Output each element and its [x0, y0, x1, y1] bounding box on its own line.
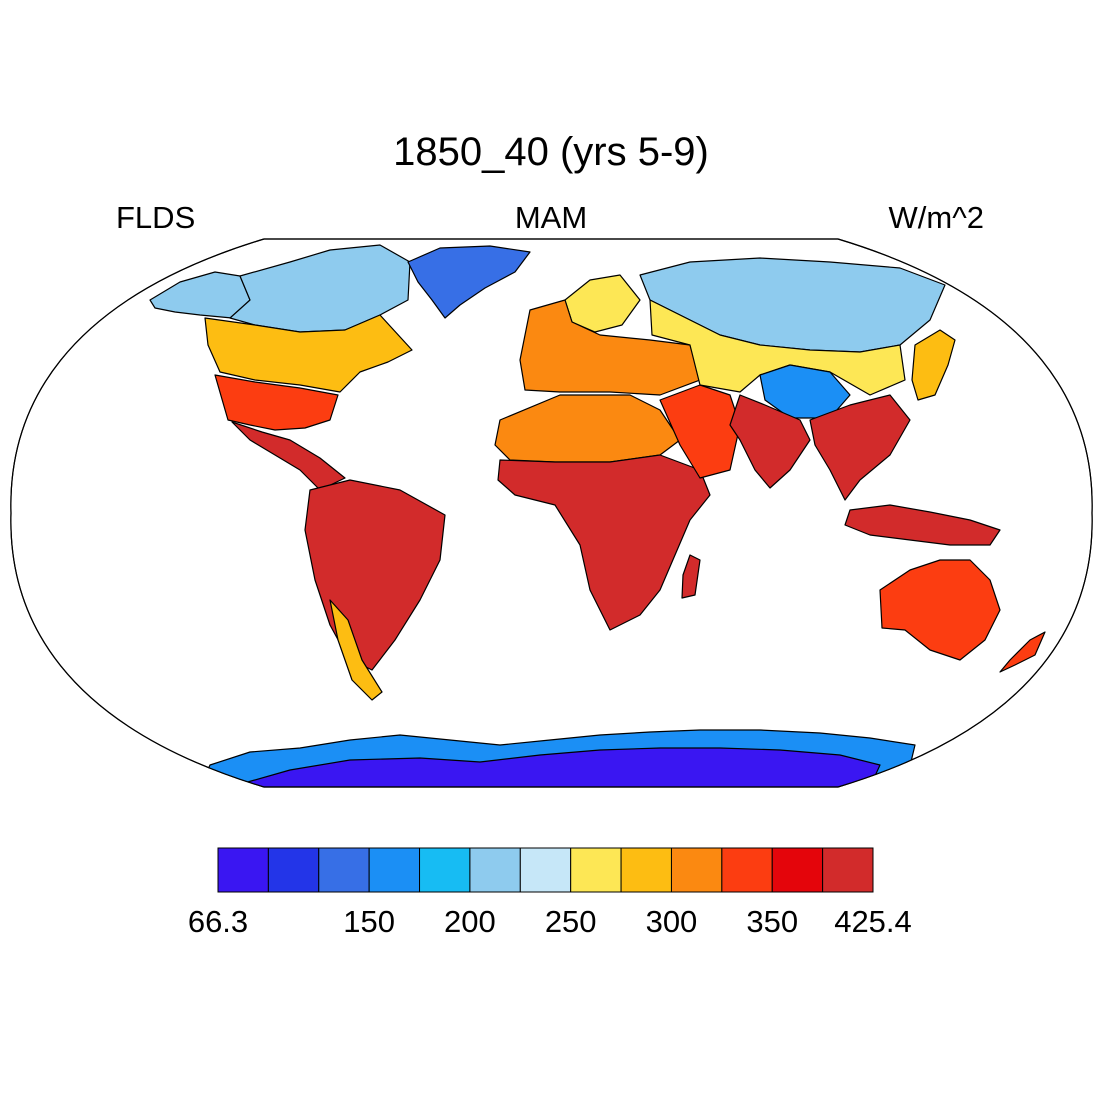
colorbar-box — [419, 847, 471, 893]
colorbar-tick-label: 350 — [746, 904, 798, 939]
variable-label: FLDS — [116, 200, 196, 235]
colorbar-box — [620, 847, 672, 893]
region-usa — [204, 314, 413, 393]
region-greenland — [407, 245, 531, 319]
colorbar-box — [469, 847, 521, 893]
colorbar-box — [217, 847, 269, 893]
map-frame-outline — [10, 238, 1093, 788]
region-andes — [329, 599, 383, 701]
colorbar-box — [267, 847, 320, 893]
season-label: MAM — [514, 200, 588, 235]
colorbar-box — [771, 847, 824, 893]
colorbar-tick-label: 66.3 — [188, 904, 248, 939]
region-new-zealand — [999, 631, 1046, 673]
colorbar-box — [368, 847, 421, 893]
colorbar-box — [570, 847, 622, 893]
colorbar-tick-label: 425.4 — [834, 904, 912, 939]
map-title: 1850_40 (yrs 5-9) — [393, 130, 709, 174]
colorbar-box — [822, 847, 874, 893]
colorbar-box — [721, 847, 773, 893]
region-antarctica — [229, 747, 881, 787]
colorbar-tick-label: 250 — [545, 904, 597, 939]
colorbar-box — [318, 847, 370, 893]
colorbar-box — [519, 847, 572, 893]
units-label: W/m^2 — [888, 200, 984, 235]
colorbar-tick-labels: 66.3 150 200 250 300 350 425.4 — [188, 904, 912, 939]
region-india — [729, 394, 811, 489]
region-japan — [911, 329, 956, 401]
region-central-asia — [649, 299, 906, 396]
colorbar-boxes — [217, 847, 874, 893]
region-southeast-asia — [809, 394, 911, 501]
region-usa-south — [214, 374, 339, 431]
region-australia — [879, 559, 1001, 661]
region-arabia — [659, 384, 741, 479]
colorbar-tick-label: 150 — [343, 904, 395, 939]
colorbar-tick-label: 200 — [444, 904, 496, 939]
region-indonesia — [844, 504, 1001, 546]
region-madagascar — [681, 554, 701, 599]
region-africa — [497, 454, 711, 631]
colorbar-tick-label: 300 — [646, 904, 698, 939]
region-tibet — [759, 364, 851, 419]
colorbar-box — [670, 847, 723, 893]
